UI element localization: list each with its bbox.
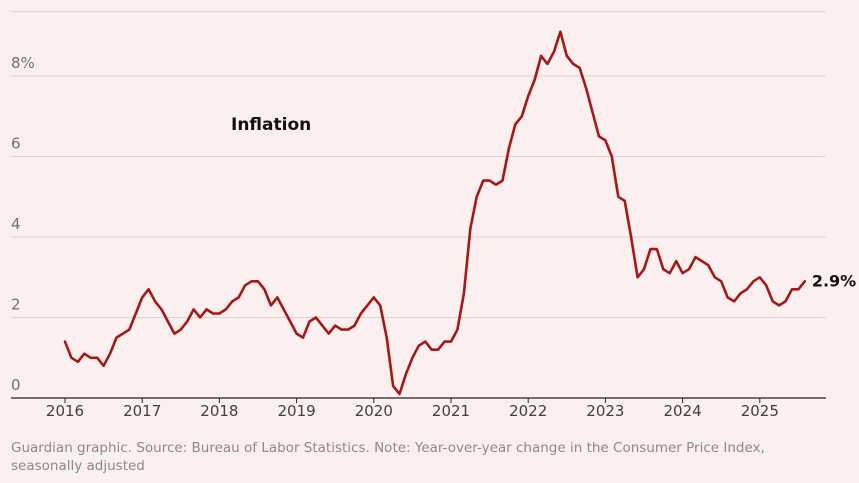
y-tick-label: 0: [11, 376, 21, 394]
x-tick-label: 2019: [278, 402, 316, 420]
series-line-inflation: [63, 30, 807, 396]
y-axis-ticks: 0 2 4 6 8%: [11, 54, 35, 394]
x-tick-label: 2025: [741, 402, 779, 420]
x-tick-label: 2018: [200, 402, 238, 420]
x-tick-label: 2020: [355, 402, 393, 420]
x-tick-label: 2022: [509, 402, 547, 420]
x-tick-label: 2016: [46, 402, 84, 420]
y-tick-label: 8%: [11, 54, 35, 72]
end-value-label: 2.9%: [812, 271, 856, 290]
source-note: Guardian graphic. Source: Bureau of Labo…: [11, 440, 765, 474]
y-tick-label: 2: [11, 296, 21, 314]
gridlines: [11, 11, 826, 318]
series-label: Inflation: [231, 115, 311, 135]
series-lines: [63, 30, 807, 396]
x-tick-label: 2021: [432, 402, 470, 420]
x-axis: 2016 2017 2018 2019 2020 2021 2022 2023 2024 2025: [11, 397, 826, 420]
x-tick-label: 2017: [123, 402, 161, 420]
y-tick-label: 6: [11, 135, 21, 153]
x-tick-label: 2023: [586, 402, 624, 420]
y-tick-label: 4: [11, 215, 21, 233]
x-tick-label: 2024: [664, 402, 702, 420]
